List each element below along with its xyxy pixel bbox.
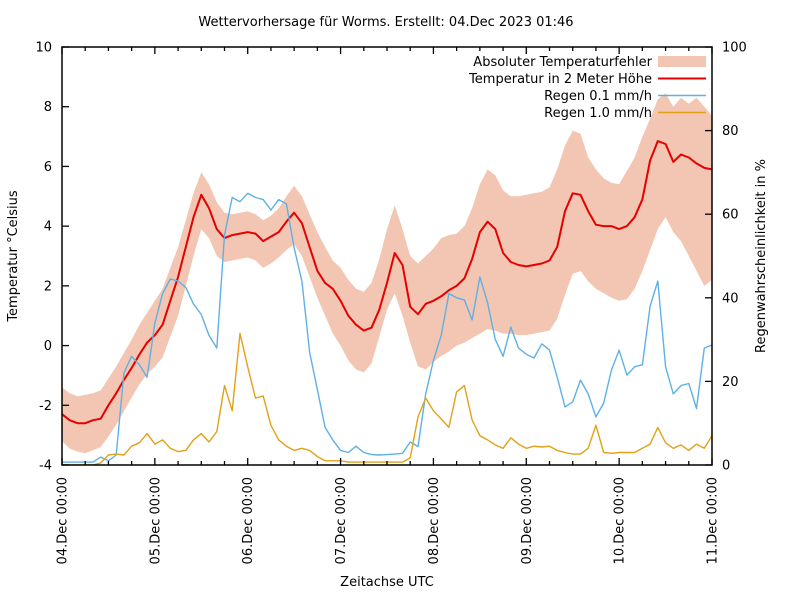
y-axis-left-label: Temperatur °Celsius [6, 190, 21, 323]
plot-frame-and-ticks [61, 46, 713, 466]
legend-label-error-band: Absoluter Temperaturfehler [473, 55, 652, 70]
y-right-tick-label: 0 [722, 459, 730, 474]
x-axis-label: Zeitachse UTC [340, 575, 434, 590]
y-left-tick-label: 4 [44, 220, 52, 235]
x-tick-label: 09.Dec 00:00 [520, 477, 535, 564]
y-right-tick-label: 60 [722, 208, 739, 223]
x-tick-label: 06.Dec 00:00 [241, 477, 256, 564]
y-axis-right-label: Regenwahrscheinlichkeit in % [754, 159, 769, 353]
temperature-line [62, 140, 712, 425]
error-band [62, 93, 712, 454]
legend-label-temperature: Temperatur in 2 Meter Höhe [468, 72, 652, 87]
y-left-tick-label: 8 [44, 100, 52, 115]
x-tick-label: 11.Dec 00:00 [706, 477, 721, 564]
error-band-area [62, 93, 712, 454]
x-tick-label: 04.Dec 00:00 [56, 477, 71, 564]
legend-samples [658, 56, 706, 114]
chart-title: Wettervorhersage für Worms. Erstellt: 04… [198, 15, 573, 30]
legend: Absoluter Temperaturfehler Temperatur in… [468, 55, 653, 121]
x-axis-tick-labels: 04.Dec 00:00 05.Dec 00:00 06.Dec 00:00 07.D… [56, 477, 721, 564]
y-left-tick-label: 6 [44, 160, 52, 175]
y-left-tick-label: 2 [44, 279, 52, 294]
y-right-tick-label: 80 [722, 124, 739, 139]
x-tick-label: 07.Dec 00:00 [334, 477, 349, 564]
x-tick-label: 10.Dec 00:00 [613, 477, 628, 564]
legend-swatch-error-band [658, 56, 706, 67]
y-right-tick-label: 20 [722, 375, 739, 390]
rain-01-line [62, 192, 712, 463]
y-right-tick-label: 40 [722, 291, 739, 306]
y-left-tick-label: -2 [39, 399, 52, 414]
legend-label-rain10: Regen 1.0 mm/h [544, 106, 652, 121]
y-left-tick-label: 10 [35, 41, 52, 56]
y-right-tick-label: 100 [722, 41, 747, 56]
y-left-tick-label: -4 [39, 459, 52, 474]
x-tick-label: 08.Dec 00:00 [427, 477, 442, 564]
legend-label-rain01: Regen 0.1 mm/h [544, 89, 652, 104]
y-left-tick-label: 0 [44, 339, 52, 354]
x-tick-label: 05.Dec 00:00 [148, 477, 163, 564]
